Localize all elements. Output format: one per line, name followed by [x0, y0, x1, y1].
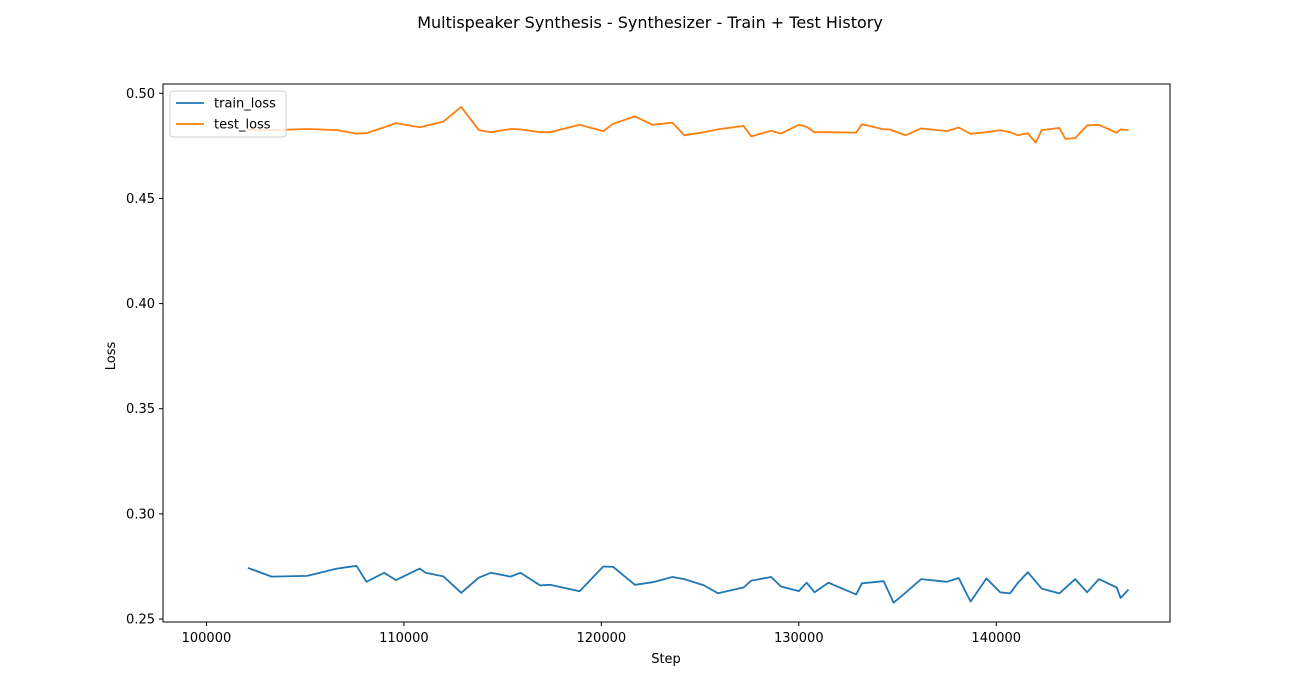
- y-tick-label: 0.35: [126, 402, 155, 417]
- series-line-test-loss: [247, 106, 1129, 144]
- y-tick-label: 0.40: [126, 297, 155, 312]
- x-tick-label: 140000: [971, 631, 1021, 646]
- y-axis: 0.25 0.30 0.35 0.40 0.45 0.50: [126, 87, 163, 628]
- y-tick-label: 0.30: [126, 507, 155, 522]
- legend-label-train-loss: train_loss: [214, 97, 276, 112]
- y-tick-label: 0.25: [126, 613, 155, 628]
- plot-area: [162, 83, 1171, 623]
- y-axis-label: Loss: [104, 342, 119, 371]
- x-axis-label: Step: [651, 652, 681, 667]
- y-tick-label: 0.45: [126, 192, 155, 207]
- chart-title: Multispeaker Synthesis - Synthesizer - T…: [417, 13, 883, 32]
- x-tick-label: 120000: [577, 631, 627, 646]
- x-tick-label: 110000: [379, 631, 429, 646]
- series-line-train-loss: [247, 564, 1130, 604]
- series-layer: [247, 106, 1130, 604]
- legend: train_loss test_loss: [169, 90, 287, 138]
- legend-label-test-loss: test_loss: [214, 118, 271, 133]
- x-tick-label: 100000: [182, 631, 232, 646]
- x-axis: 100000 110000 120000 130000 140000: [182, 622, 1021, 646]
- y-tick-label: 0.50: [126, 87, 155, 102]
- x-tick-label: 130000: [774, 631, 824, 646]
